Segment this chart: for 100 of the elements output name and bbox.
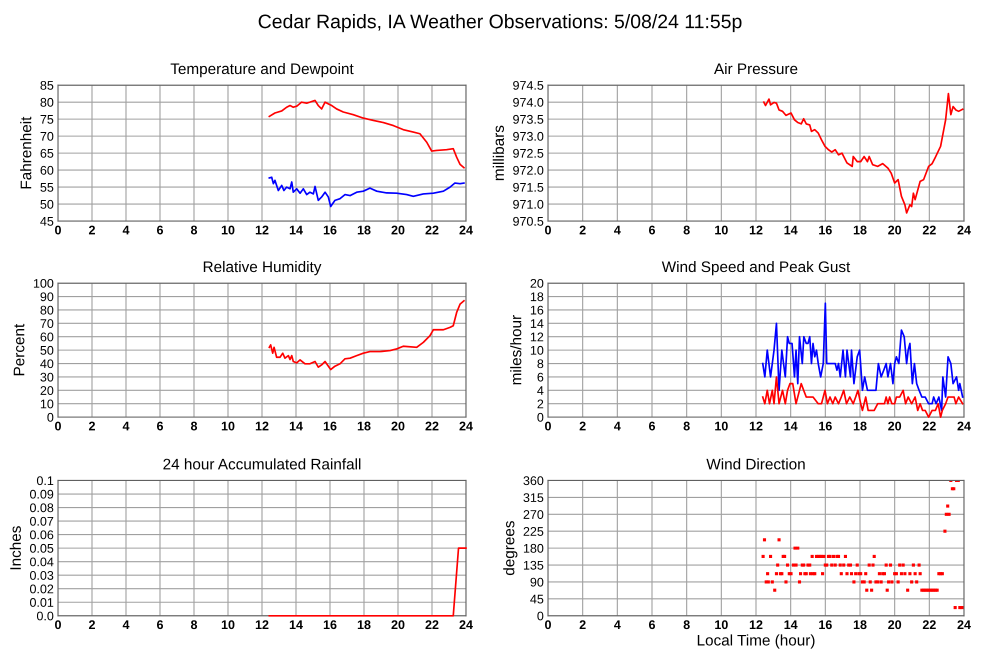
x-tick-label: 22 [425, 620, 438, 630]
y-tick-label: 90 [40, 292, 54, 302]
x-tick-label: 0 [55, 226, 61, 234]
x-tick-label: 10 [222, 226, 234, 234]
y-tick-label: 10 [530, 346, 544, 355]
x-tick-label: 24 [957, 620, 971, 630]
x-tick-label: 24 [459, 620, 473, 630]
x-tick-label: 4 [614, 620, 621, 630]
x-tick-label: 14 [784, 620, 798, 630]
y-tick-label: 100 [34, 278, 54, 288]
x-tick-label: 8 [190, 422, 198, 430]
y-tick-label: 135 [524, 560, 544, 570]
x-tick-label: 14 [784, 422, 798, 430]
y-tick-label: 65 [40, 148, 54, 158]
x-tick-label: 10 [222, 422, 234, 430]
y-tick-label: 14 [530, 319, 544, 328]
x-tick-label: 6 [648, 226, 656, 234]
x-tick-label: 0 [55, 422, 61, 430]
y-tick-label: 972.0 [513, 166, 544, 175]
x-tick-label: 18 [358, 422, 371, 430]
y-axis-title: millibars [492, 126, 504, 180]
x-tick-label: 16 [819, 226, 832, 234]
x-tick-label: 2 [580, 226, 586, 234]
x-tick-label: 2 [88, 620, 95, 630]
y-tick-label: 0.08 [30, 503, 54, 512]
y-tick-label: 0.07 [30, 516, 54, 526]
x-tick-label: 6 [648, 620, 656, 630]
line-series [268, 176, 465, 208]
y-axis-title: miles/hour [510, 315, 522, 384]
x-tick-label: 10 [715, 620, 728, 630]
x-axis-title: Local Time (hour) [698, 634, 814, 649]
x-tick-label: 10 [715, 422, 728, 430]
x-tick-label: 18 [854, 620, 867, 630]
y-tick-label: 974.5 [513, 80, 544, 90]
y-tick-label: 0.04 [30, 557, 54, 566]
y-tick-label: 90 [530, 578, 544, 587]
x-tick-label: 8 [684, 422, 690, 430]
y-tick-label: 45 [40, 217, 54, 226]
x-tick-label: 8 [190, 226, 198, 234]
x-tick-label: 16 [324, 620, 336, 630]
x-tick-label: 12 [750, 422, 762, 430]
x-tick-label: 16 [324, 422, 336, 430]
y-tick-label: 2 [538, 400, 544, 408]
y-tick-label: 0.0 [36, 612, 54, 620]
y-tick-label: 0.09 [30, 490, 54, 499]
y-tick-label: 50 [40, 346, 54, 355]
line-series [762, 92, 964, 214]
y-tick-label: 180 [524, 544, 544, 553]
y-axis-title: Fahrenheit [20, 116, 32, 188]
y-tick-label: 50 [40, 200, 54, 209]
y-axis-title: Percent [14, 324, 24, 376]
x-tick-label: 6 [156, 620, 164, 630]
y-tick-label: 40 [40, 359, 54, 368]
x-tick-label: 14 [290, 226, 303, 234]
x-tick-label: 12 [256, 422, 268, 430]
y-tick-label: 974.0 [513, 98, 544, 107]
x-tick-label: 0 [545, 422, 551, 430]
x-tick-label: 8 [190, 620, 198, 630]
x-tick-label: 18 [358, 226, 371, 234]
x-tick-label: 16 [819, 422, 832, 430]
y-tick-label: 8 [537, 359, 544, 368]
y-axis-title: Inches [10, 526, 21, 570]
x-tick-label: 10 [715, 226, 728, 234]
x-tick-label: 22 [922, 226, 936, 234]
y-tick-label: 0.03 [30, 570, 54, 580]
y-tick-label: 45 [530, 594, 544, 604]
y-tick-label: 0 [47, 412, 54, 422]
x-tick-label: 16 [324, 226, 336, 234]
line-series [268, 300, 465, 370]
x-tick-label: 22 [922, 422, 936, 430]
x-tick-label: 4 [614, 422, 621, 430]
y-tick-label: 972.5 [513, 148, 544, 158]
x-tick-label: 2 [88, 422, 95, 430]
y-tick-label: 0 [537, 612, 544, 620]
text: Cedar Rapids, IA Weather Observations: 5/08/24 11:55p [258, 14, 742, 32]
x-tick-label: 2 [88, 226, 95, 234]
x-tick-label: 12 [256, 620, 268, 630]
y-tick-label: 6 [538, 372, 544, 382]
chart-title: Relative Humidity [204, 260, 322, 276]
y-tick-label: 18 [530, 292, 544, 302]
y-tick-label: 16 [530, 306, 544, 315]
y-tick-label: 60 [40, 332, 54, 342]
x-tick-label: 2 [580, 422, 586, 430]
x-tick-label: 16 [819, 620, 832, 630]
x-tick-label: 12 [750, 620, 762, 630]
chart-title: Air Pressure [714, 62, 798, 74]
y-tick-label: 70 [40, 319, 54, 328]
x-tick-label: 20 [391, 226, 404, 234]
x-tick-label: 12 [256, 226, 268, 234]
chart-title: Temperature and Dewpoint [170, 62, 354, 78]
x-tick-label: 12 [750, 226, 762, 234]
x-tick-label: 20 [391, 620, 404, 630]
y-tick-label: 4 [537, 386, 544, 395]
y-tick-label: 70 [40, 132, 54, 141]
y-tick-label: 970.5 [513, 216, 544, 226]
x-tick-label: 24 [957, 226, 971, 234]
x-tick-label: 22 [425, 226, 438, 234]
y-tick-label: 0.06 [30, 530, 54, 540]
y-tick-label: 55 [40, 183, 54, 192]
y-tick-label: 0.1 [36, 476, 54, 486]
